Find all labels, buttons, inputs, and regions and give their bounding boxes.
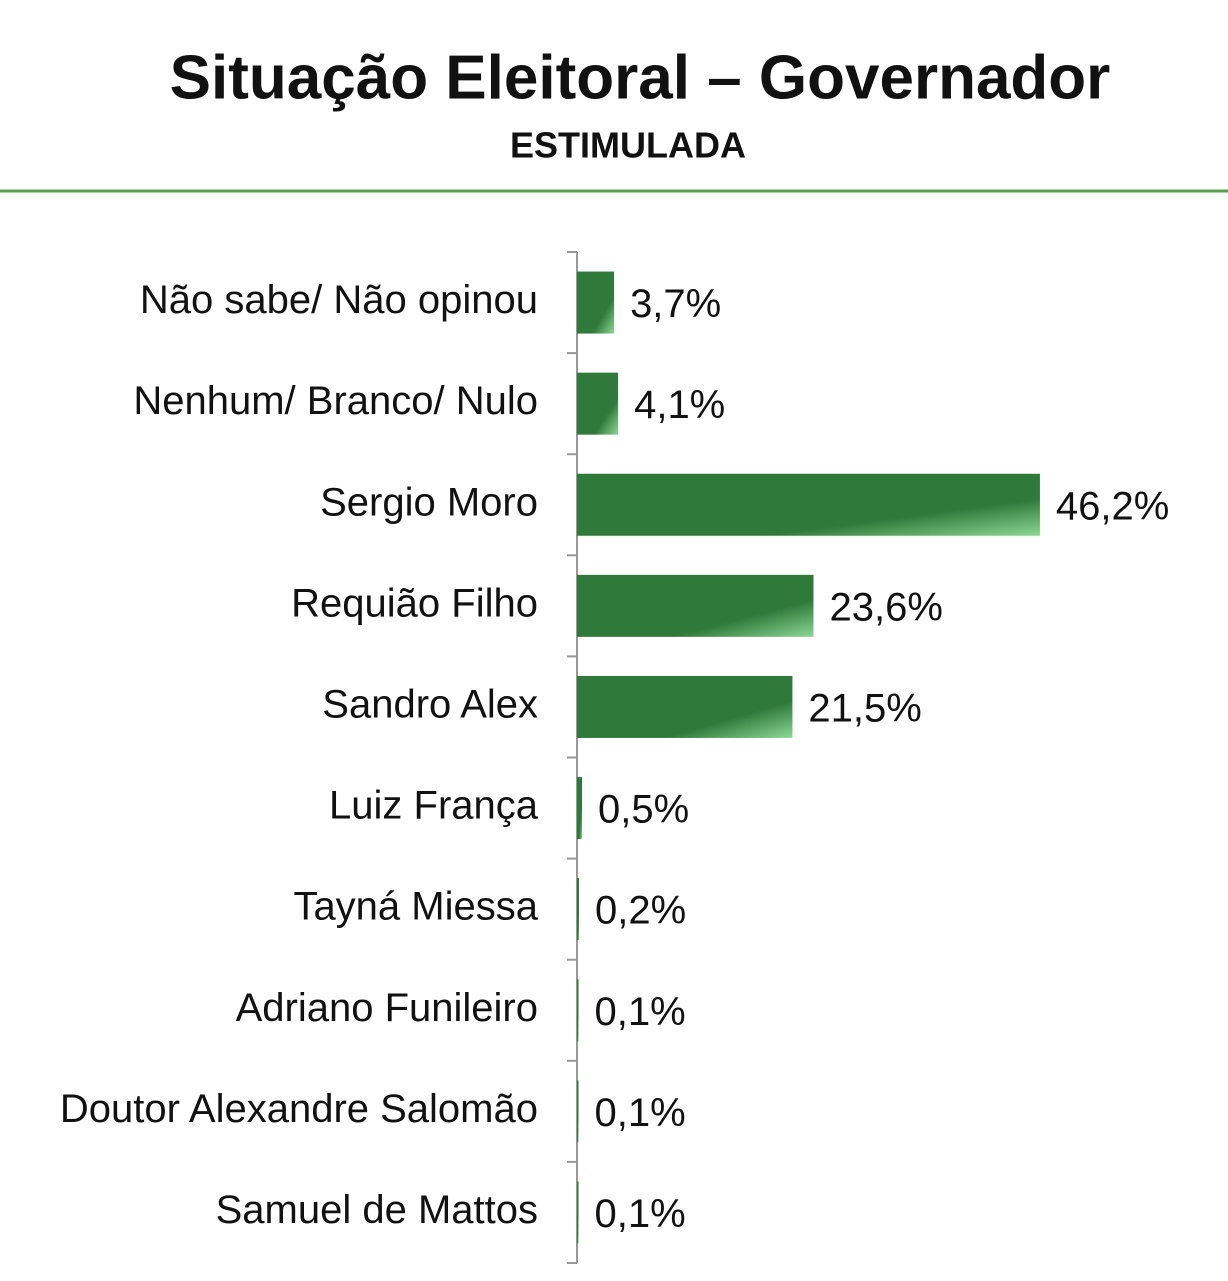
category-label: Adriano Funileiro — [236, 986, 538, 1030]
bar — [577, 777, 583, 840]
category-label: Não sabe/ Não opinou — [140, 278, 538, 322]
value-label: 4,1% — [634, 383, 725, 427]
category-label: Samuel de Mattos — [216, 1188, 538, 1232]
bar — [577, 574, 814, 637]
value-label: 46,2% — [1056, 484, 1169, 528]
value-label: 0,1% — [595, 1091, 686, 1135]
category-label: Sergio Moro — [320, 480, 538, 524]
value-label: 0,2% — [595, 889, 686, 933]
bar — [577, 1080, 579, 1143]
bar — [577, 473, 1040, 536]
value-label: 0,1% — [595, 1192, 686, 1236]
category-label: Doutor Alexandre Salomão — [60, 1087, 538, 1131]
category-label: Luiz França — [329, 784, 539, 828]
bar — [577, 878, 580, 941]
category-label: Nenhum/ Branco/ Nulo — [133, 379, 538, 423]
bar — [577, 372, 619, 435]
chart-subtitle: ESTIMULADA — [510, 125, 746, 166]
chart-title: Situação Eleitoral – Governador — [170, 43, 1111, 112]
category-label: Requião Filho — [291, 581, 538, 625]
bar — [577, 1181, 579, 1244]
value-label: 23,6% — [829, 585, 942, 629]
value-label: 0,5% — [598, 788, 689, 832]
value-label: 21,5% — [808, 687, 921, 731]
bar — [577, 271, 615, 334]
category-label: Sandro Alex — [322, 683, 538, 727]
category-label: Tayná Miessa — [293, 885, 538, 929]
bar — [577, 979, 579, 1042]
value-label: 0,1% — [595, 990, 686, 1034]
value-label: 3,7% — [630, 282, 721, 326]
bar — [577, 675, 793, 738]
